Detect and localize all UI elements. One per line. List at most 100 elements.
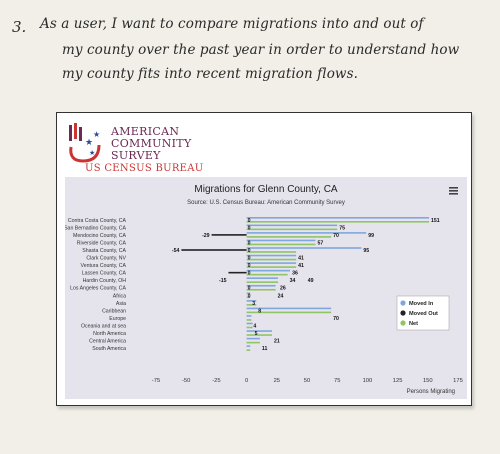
bar-value-label: 26 xyxy=(280,286,286,292)
bar-net[interactable] xyxy=(246,341,260,344)
x-tick-label: 75 xyxy=(334,378,340,384)
x-tick-label: -50 xyxy=(182,378,190,384)
bar-value-label: 70 xyxy=(333,316,339,322)
bar-value-label: 4 xyxy=(253,323,256,329)
x-tick-label: 50 xyxy=(304,378,310,384)
bar-moved-in[interactable] xyxy=(246,254,297,257)
bar-value-label: -54 xyxy=(172,248,180,254)
bar-moved-in[interactable] xyxy=(246,330,272,332)
category-label: South America xyxy=(92,346,126,352)
chart-title: Migrations for Glenn County, CA xyxy=(194,184,338,195)
x-tick-label: 125 xyxy=(393,378,403,384)
bar-moved-in[interactable] xyxy=(246,239,316,242)
note-number: 3. xyxy=(12,18,27,36)
handwritten-note: 3. As a user, I want to compare migratio… xyxy=(0,0,500,110)
bar-moved-in[interactable] xyxy=(246,247,362,249)
bar-moved-out[interactable] xyxy=(228,271,247,274)
bar-value-label: 99 xyxy=(368,233,374,239)
bar-net[interactable] xyxy=(246,304,257,306)
bar-value-label: 11 xyxy=(262,346,268,352)
bar-net[interactable] xyxy=(246,258,297,261)
svg-text:★: ★ xyxy=(93,130,100,139)
x-tick-label: 100 xyxy=(363,378,373,384)
bar-net[interactable] xyxy=(246,236,332,238)
bar-value-label: 3 xyxy=(252,301,255,307)
category-label: Shasta County, CA xyxy=(82,248,126,254)
bar-value-label: 0 xyxy=(248,256,251,262)
bar-net[interactable] xyxy=(246,281,279,283)
bar-net[interactable] xyxy=(246,349,251,351)
logo-line-4: US CENSUS BUREAU xyxy=(85,163,204,174)
svg-text:★: ★ xyxy=(85,137,93,147)
bar-moved-in[interactable] xyxy=(246,217,430,219)
category-label: Contra Costa County, CA xyxy=(68,218,127,224)
bar-moved-in[interactable] xyxy=(246,269,291,272)
bar-value-label: 0 xyxy=(248,218,251,224)
bar-net[interactable] xyxy=(246,311,332,314)
bar-net[interactable] xyxy=(246,334,272,336)
bar-moved-in[interactable] xyxy=(246,322,253,325)
bar-value-label: 0 xyxy=(248,240,251,246)
bar-net[interactable] xyxy=(246,228,338,231)
legend-item[interactable]: Net xyxy=(409,321,418,327)
bar-net[interactable] xyxy=(246,296,251,299)
bar-value-label: 57 xyxy=(317,240,323,246)
bar-value-label: 8 xyxy=(258,308,261,314)
bar-moved-in[interactable] xyxy=(246,232,367,234)
bar-value-label: 24 xyxy=(278,293,284,299)
census-logo-icon: ★ ★ ★ xyxy=(69,123,101,163)
bar-moved-in[interactable] xyxy=(246,345,251,347)
bar-moved-in[interactable] xyxy=(246,300,257,302)
bar-value-label: 0 xyxy=(248,225,251,231)
bar-net[interactable] xyxy=(246,221,430,223)
bar-net[interactable] xyxy=(246,266,297,268)
logo-line-2: COMMUNITY xyxy=(111,137,192,150)
category-label: San Bernadino County, CA xyxy=(65,225,127,231)
x-tick-label: 150 xyxy=(423,378,433,384)
bar-value-label: 95 xyxy=(363,248,369,254)
bar-moved-in[interactable] xyxy=(246,307,332,310)
x-tick-label: 175 xyxy=(453,378,463,384)
bar-value-label: 0 xyxy=(248,248,251,254)
bar-net[interactable] xyxy=(246,251,297,253)
bar-value-label: 151 xyxy=(431,218,440,224)
category-label: Riverside County, CA xyxy=(77,240,127,246)
note-line-1: As a user, I want to compare migrations … xyxy=(40,16,424,32)
category-label: Asia xyxy=(116,301,126,307)
legend-swatch xyxy=(400,310,406,316)
bar-moved-in[interactable] xyxy=(246,284,276,287)
bar-moved-in[interactable] xyxy=(246,277,279,279)
category-label: Hardin County, OH xyxy=(83,278,127,284)
bar-value-label: 75 xyxy=(339,225,345,231)
category-label: North America xyxy=(93,331,126,337)
category-label: Europe xyxy=(109,316,126,322)
bar-net[interactable] xyxy=(246,288,276,291)
bar-moved-in[interactable] xyxy=(246,292,251,295)
bar-moved-in[interactable] xyxy=(246,315,252,317)
legend-item[interactable]: Moved Out xyxy=(409,311,438,317)
bar-moved-in[interactable] xyxy=(246,224,338,227)
bar-net[interactable] xyxy=(246,326,253,329)
bar-moved-out[interactable] xyxy=(211,234,247,236)
bar-moved-in[interactable] xyxy=(246,262,297,264)
note-line-3: my county fits into recent migration flo… xyxy=(62,66,358,82)
bar-value-label: 70 xyxy=(333,233,339,239)
bar-net[interactable] xyxy=(246,319,252,321)
bar-net[interactable] xyxy=(246,273,288,276)
mockup-panel: ★ ★ ★ AMERICAN COMMUNITY SURVEY US CENSU… xyxy=(56,112,472,406)
bar-value-label: 49 xyxy=(308,278,314,284)
bar-net[interactable] xyxy=(246,243,316,246)
bar-value-label: 0 xyxy=(248,271,251,277)
x-axis-label: Persons Migrating xyxy=(407,389,455,395)
svg-text:★: ★ xyxy=(89,149,95,157)
bar-value-label: 0 xyxy=(248,263,251,269)
bar-moved-in[interactable] xyxy=(246,337,260,340)
legend-item[interactable]: Moved In xyxy=(409,301,434,307)
category-label: Clark County, NV xyxy=(86,256,126,262)
bar-moved-out[interactable] xyxy=(181,249,247,251)
hamburger-menu-icon[interactable] xyxy=(449,187,458,195)
category-label: Mendocino County, CA xyxy=(73,233,126,239)
chart-subtitle: Source: U.S. Census Bureau: American Com… xyxy=(187,200,345,206)
category-label: Ventura County, CA xyxy=(81,263,127,269)
legend-swatch xyxy=(400,320,406,326)
